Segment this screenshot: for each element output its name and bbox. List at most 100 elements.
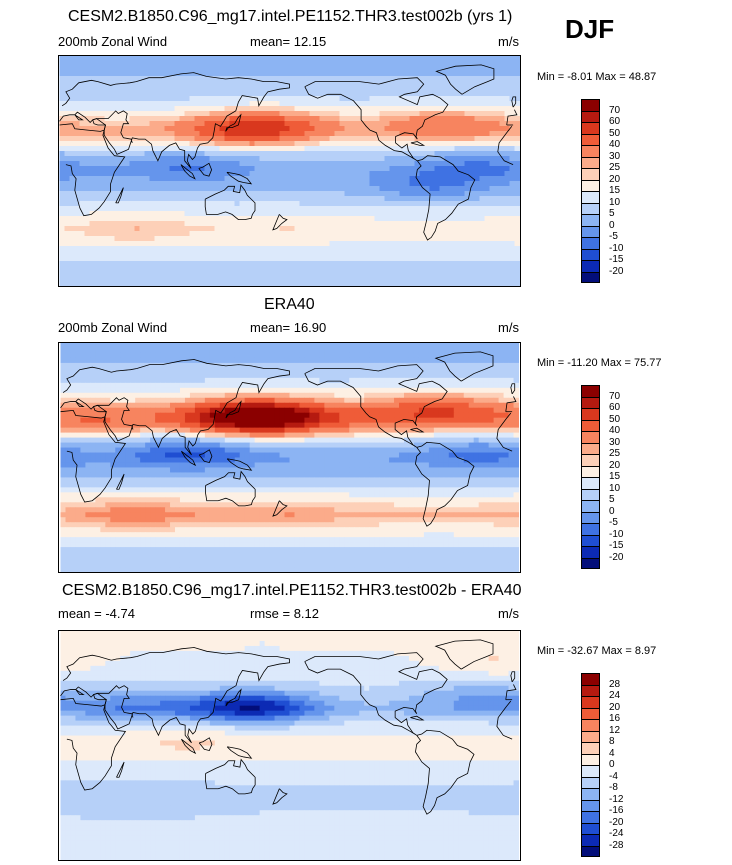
field-cell bbox=[364, 166, 370, 172]
field-cell bbox=[449, 151, 455, 157]
field-cell bbox=[114, 226, 120, 232]
field-cell bbox=[239, 96, 245, 102]
field-cell bbox=[94, 276, 100, 282]
field-cell bbox=[364, 261, 370, 267]
field-cell bbox=[319, 111, 325, 117]
field-cell bbox=[124, 251, 130, 257]
field-cell bbox=[244, 221, 250, 227]
field-cell bbox=[334, 281, 340, 286]
field-cell bbox=[209, 266, 215, 272]
field-cell bbox=[334, 343, 340, 349]
colorbar-swatch bbox=[581, 237, 600, 249]
field-cell bbox=[229, 231, 235, 237]
field-cell bbox=[254, 191, 260, 197]
field-cell bbox=[179, 91, 185, 97]
field-cell bbox=[389, 231, 395, 237]
field-cell bbox=[269, 81, 275, 87]
panel-1-colorbar: 70 60 50 40 30 25 20 15 10 5 0 -5 -10 -15 -20 bbox=[581, 99, 641, 283]
field-cell bbox=[139, 221, 145, 227]
field-cell bbox=[224, 121, 230, 127]
field-cell bbox=[344, 246, 350, 252]
field-cell bbox=[229, 91, 235, 97]
field-cell bbox=[80, 362, 86, 369]
field-cell bbox=[89, 56, 95, 62]
field-cell bbox=[174, 101, 180, 107]
field-cell bbox=[129, 246, 135, 252]
field-cell bbox=[389, 211, 395, 217]
field-cell bbox=[209, 111, 215, 117]
field-cell bbox=[165, 357, 171, 364]
field-cell bbox=[419, 181, 425, 187]
field-cell bbox=[59, 141, 65, 147]
field-cell bbox=[344, 352, 350, 359]
field-cell bbox=[169, 201, 175, 207]
field-cell bbox=[274, 206, 280, 212]
field-cell bbox=[304, 201, 310, 207]
field-cell bbox=[59, 201, 65, 207]
field-cell bbox=[459, 216, 465, 222]
field-cell bbox=[239, 211, 245, 217]
field-cell bbox=[384, 181, 390, 187]
field-cell bbox=[229, 141, 235, 147]
field-cell bbox=[214, 266, 220, 272]
field-cell bbox=[454, 116, 460, 122]
coastline bbox=[304, 77, 449, 162]
field-cell bbox=[244, 271, 250, 277]
field-cell bbox=[404, 367, 410, 374]
field-cell bbox=[229, 216, 235, 222]
field-cell bbox=[64, 181, 70, 187]
field-cell bbox=[498, 372, 505, 379]
field-cell bbox=[184, 261, 190, 267]
field-cell bbox=[334, 251, 340, 257]
field-cell bbox=[418, 357, 425, 364]
field-cell bbox=[319, 221, 325, 227]
field-cell bbox=[374, 246, 380, 252]
field-cell bbox=[154, 231, 160, 237]
field-cell bbox=[459, 196, 465, 202]
field-cell bbox=[434, 196, 440, 202]
field-cell bbox=[389, 141, 395, 147]
field-cell bbox=[259, 236, 265, 242]
field-cell bbox=[264, 241, 270, 247]
field-cell bbox=[174, 161, 180, 167]
field-cell bbox=[444, 176, 450, 182]
field-cell bbox=[169, 151, 175, 157]
field-cell bbox=[494, 116, 500, 122]
field-cell bbox=[409, 71, 415, 77]
field-cell bbox=[399, 211, 405, 217]
field-cell bbox=[314, 181, 320, 187]
field-cell bbox=[234, 71, 240, 77]
field-cell bbox=[289, 66, 295, 72]
field-cell bbox=[489, 86, 495, 92]
field-cell bbox=[389, 246, 395, 252]
field-cell bbox=[329, 357, 335, 364]
field-cell bbox=[434, 236, 440, 242]
field-cell bbox=[289, 241, 295, 247]
field-cell bbox=[204, 141, 210, 147]
field-cell bbox=[184, 141, 190, 147]
field-cell bbox=[174, 251, 180, 257]
field-cell bbox=[364, 367, 370, 374]
field-cell bbox=[359, 246, 365, 252]
field-cell bbox=[359, 226, 365, 232]
field-cell bbox=[139, 166, 145, 172]
panel-1-map bbox=[58, 55, 521, 287]
field-cell bbox=[504, 216, 510, 222]
field-cell bbox=[189, 246, 195, 252]
field-cell bbox=[384, 367, 390, 374]
field-cell bbox=[354, 126, 360, 132]
field-cell bbox=[149, 116, 155, 122]
field-cell bbox=[259, 121, 265, 127]
field-cell bbox=[469, 276, 475, 282]
field-cell bbox=[498, 343, 505, 349]
field-cell bbox=[339, 76, 345, 82]
field-cell bbox=[339, 126, 345, 132]
field-cell bbox=[359, 347, 365, 354]
field-cell bbox=[60, 352, 66, 359]
field-cell bbox=[169, 71, 175, 77]
field-cell bbox=[134, 151, 140, 157]
field-cell bbox=[259, 81, 265, 87]
field-cell bbox=[514, 261, 520, 267]
field-cell bbox=[125, 377, 131, 384]
field-cell bbox=[64, 161, 70, 167]
